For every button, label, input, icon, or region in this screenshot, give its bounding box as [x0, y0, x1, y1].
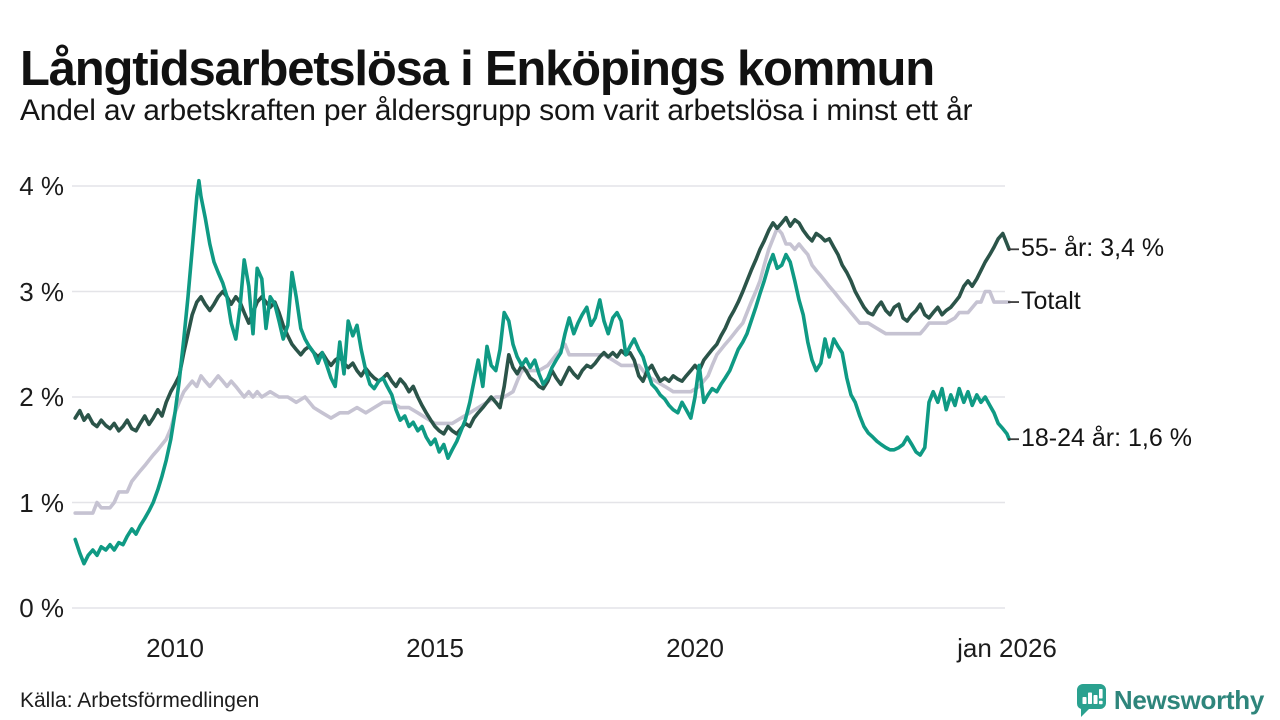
series-label-totalt: Totalt: [1021, 287, 1081, 316]
series-line-55-r: [73, 215, 1011, 436]
y-axis-tick-label-3: 3 %: [19, 276, 64, 307]
source-note: Källa: Arbetsförmedlingen: [20, 689, 260, 712]
y-axis-tick-label-1: 1 %: [19, 487, 64, 518]
series-label-18-24-r: 18-24 år: 1,6 %: [1021, 424, 1192, 453]
chart-subtitle: Andel av arbetskraften per åldersgrupp s…: [20, 94, 973, 127]
series-label-55-r: 55- år: 3,4 %: [1021, 234, 1165, 263]
x-axis-tick-label-2010: 2010: [146, 633, 204, 663]
x-axis-tick-label-2015: 2015: [406, 633, 464, 663]
series-line-18-24-r: [73, 178, 1011, 566]
y-axis-tick-label-4: 4 %: [19, 171, 64, 201]
y-axis-tick-label-2: 2 %: [19, 382, 64, 412]
newsworthy-wordmark: Newsworthy: [1113, 684, 1264, 715]
gridlines: [72, 185, 1005, 609]
newsworthy-logo: Newsworthy: [1076, 683, 1264, 717]
x-axis-tick-label-2026: jan 2026: [957, 633, 1057, 663]
newsworthy-bubble-chart-icon: [1076, 684, 1106, 717]
chart-title: Långtidsarbetslösa i Enköpings kommun: [20, 41, 935, 96]
line-chart-canvas: [72, 178, 1019, 609]
x-axis-tick-label-2020: 2020: [666, 633, 724, 663]
y-axis-tick-label-0: 0 %: [19, 593, 64, 623]
series-line-totalt: [73, 226, 1011, 515]
